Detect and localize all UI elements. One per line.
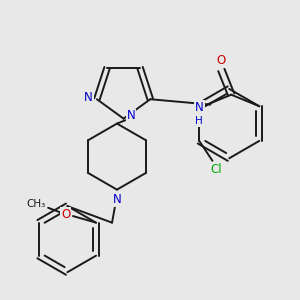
Text: N: N (112, 193, 122, 206)
Text: N: N (195, 101, 204, 114)
Text: N: N (127, 110, 135, 122)
Text: O: O (61, 208, 70, 221)
Text: O: O (217, 54, 226, 67)
Text: CH₃: CH₃ (26, 199, 45, 209)
Text: N: N (84, 91, 93, 104)
Text: Cl: Cl (210, 164, 222, 176)
Text: H: H (195, 116, 203, 126)
